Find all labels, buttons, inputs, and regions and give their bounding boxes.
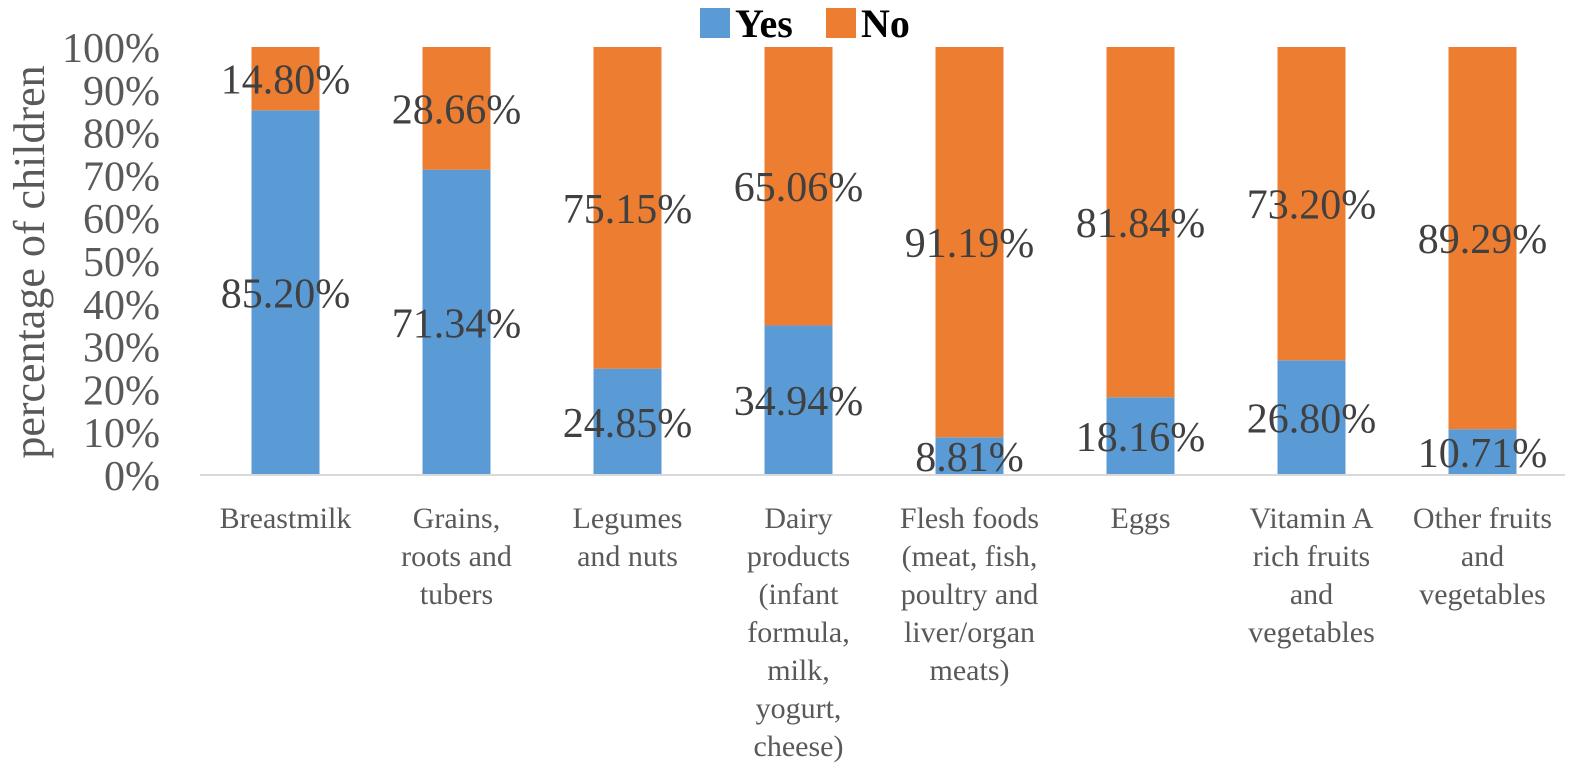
- y-tick-label: 60%: [83, 197, 160, 243]
- y-tick-label: 80%: [83, 112, 160, 158]
- x-category-label: Legumes and nuts: [573, 502, 683, 573]
- y-tick-label: 90%: [83, 69, 160, 115]
- data-label-yes-2: 24.85%: [563, 401, 693, 447]
- data-label-yes-5: 18.16%: [1076, 415, 1206, 461]
- y-tick-label: 20%: [83, 368, 160, 414]
- y-tick-label: 30%: [83, 326, 160, 372]
- bar-no-5: [1106, 47, 1175, 398]
- bar-yes-3: [764, 325, 833, 475]
- data-label-yes-6: 26.80%: [1247, 397, 1377, 443]
- data-label-no-6: 73.20%: [1247, 183, 1377, 229]
- y-tick-label: 0%: [104, 454, 160, 500]
- bar-yes-2: [593, 368, 662, 475]
- bar-yes-1: [422, 169, 491, 475]
- y-tick-label: 70%: [83, 154, 160, 200]
- y-tick-label: 40%: [83, 283, 160, 329]
- data-label-yes-1: 71.34%: [392, 301, 522, 347]
- data-label-no-1: 28.66%: [392, 87, 522, 133]
- x-category-label: Breastmilk: [220, 502, 352, 535]
- bar-yes-4: [935, 437, 1004, 475]
- x-category-label: Dairy products (infant formula, milk, yogurt,…: [747, 502, 850, 763]
- legend-label-no: No: [861, 1, 910, 46]
- y-axis-ticks: 0%10%20%30%40%50%60%70%80%90%100%: [62, 26, 160, 500]
- data-label-yes-7: 10.71%: [1418, 431, 1548, 477]
- data-label-no-5: 81.84%: [1076, 201, 1206, 247]
- legend-swatch-yes: [700, 8, 730, 38]
- data-label-yes-0: 85.20%: [221, 272, 351, 318]
- y-tick-label: 50%: [83, 240, 160, 286]
- bar-no-3: [764, 47, 833, 326]
- bar-no-2: [593, 47, 662, 369]
- y-tick-label: 10%: [83, 411, 160, 457]
- bar-no-1: [422, 47, 491, 170]
- data-label-no-0: 14.80%: [221, 58, 351, 104]
- bar-no-4: [935, 47, 1004, 438]
- bar-yes-0: [251, 110, 320, 476]
- bar-no-6: [1277, 47, 1346, 361]
- bar-yes-7: [1448, 429, 1517, 475]
- bars: [251, 47, 1517, 476]
- y-axis-title: percentage of children: [5, 65, 54, 458]
- x-category-label: Eggs: [1111, 502, 1171, 535]
- data-label-no-2: 75.15%: [563, 187, 693, 233]
- bar-yes-6: [1277, 360, 1346, 475]
- x-category-label: Other fruits and vegetables: [1413, 502, 1552, 611]
- legend-swatch-no: [826, 8, 856, 38]
- data-label-no-3: 65.06%: [734, 165, 864, 211]
- data-label-no-4: 91.19%: [905, 221, 1035, 267]
- x-category-label: Flesh foods (meat, fish, poultry and liver/…: [900, 502, 1039, 687]
- legend-label-yes: Yes: [735, 1, 793, 46]
- data-label-yes-4: 8.81%: [915, 435, 1024, 481]
- data-label-no-7: 89.29%: [1418, 217, 1548, 263]
- legend: Yes No: [700, 1, 910, 46]
- x-category-label: Grains, roots and tubers: [401, 502, 512, 611]
- y-tick-label: 100%: [62, 26, 160, 72]
- bar-yes-5: [1106, 397, 1175, 475]
- bar-no-7: [1448, 47, 1517, 430]
- bar-no-0: [251, 47, 320, 111]
- data-label-yes-3: 34.94%: [734, 379, 864, 425]
- x-axis-categories: Breastmilk Grains, roots and tubers Legumes a…: [220, 502, 1552, 763]
- data-labels: 85.20% 14.80% 71.34% 28.66% 24.85% 75.15% 34.9…: [221, 58, 1548, 481]
